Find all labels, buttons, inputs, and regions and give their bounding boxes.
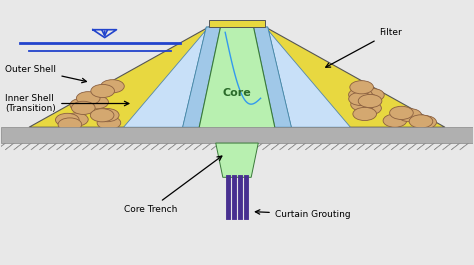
- Circle shape: [348, 88, 372, 101]
- Circle shape: [76, 92, 100, 105]
- Circle shape: [64, 113, 88, 126]
- Circle shape: [95, 109, 119, 122]
- Circle shape: [85, 96, 109, 109]
- Polygon shape: [199, 27, 275, 143]
- Polygon shape: [216, 143, 258, 177]
- Polygon shape: [29, 27, 445, 127]
- Circle shape: [353, 92, 377, 106]
- Circle shape: [72, 101, 95, 114]
- Circle shape: [349, 92, 372, 105]
- Circle shape: [97, 116, 121, 129]
- Circle shape: [413, 116, 437, 129]
- Polygon shape: [182, 27, 220, 127]
- Circle shape: [361, 89, 384, 102]
- Text: Inner Shell
(Transition): Inner Shell (Transition): [5, 94, 129, 113]
- Text: Curtain Grouting: Curtain Grouting: [255, 210, 350, 219]
- Bar: [209, 20, 265, 27]
- Circle shape: [91, 84, 115, 98]
- Circle shape: [100, 80, 124, 93]
- Circle shape: [70, 98, 94, 112]
- Circle shape: [58, 118, 82, 131]
- Text: Outer Shell: Outer Shell: [5, 65, 86, 83]
- Text: Core Trench: Core Trench: [124, 156, 222, 214]
- Polygon shape: [254, 27, 292, 127]
- Circle shape: [353, 107, 376, 121]
- Circle shape: [358, 101, 382, 115]
- Circle shape: [409, 115, 433, 128]
- Circle shape: [55, 113, 79, 126]
- Text: Filter: Filter: [326, 28, 401, 67]
- Circle shape: [398, 109, 421, 122]
- Circle shape: [350, 81, 374, 94]
- Circle shape: [390, 106, 413, 120]
- Text: Core: Core: [223, 88, 251, 98]
- Polygon shape: [124, 27, 209, 127]
- Bar: [0, 127, 474, 143]
- Circle shape: [91, 109, 114, 122]
- Circle shape: [358, 94, 382, 108]
- Polygon shape: [265, 27, 350, 127]
- Circle shape: [351, 98, 374, 111]
- Circle shape: [383, 114, 407, 127]
